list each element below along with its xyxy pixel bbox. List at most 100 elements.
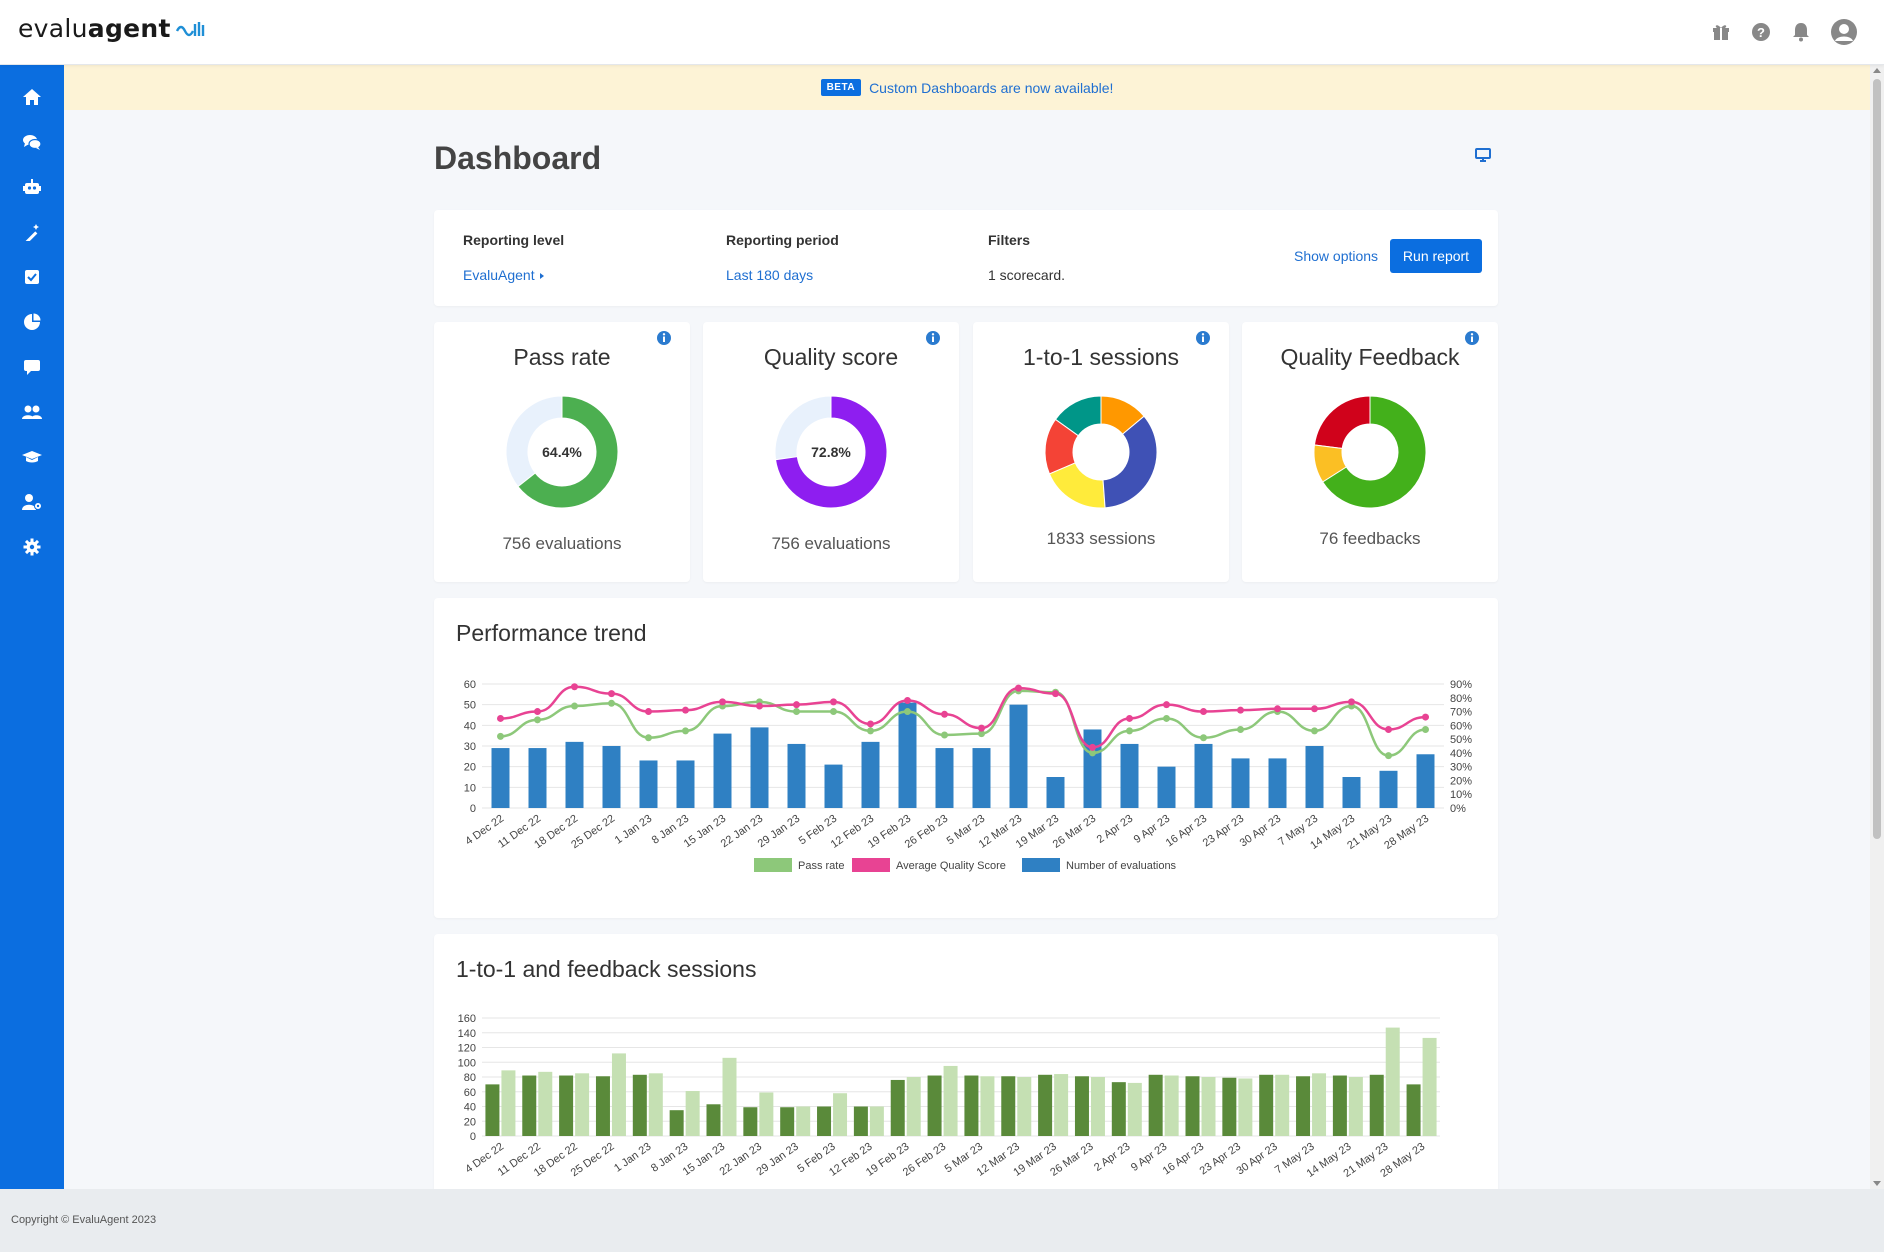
line-point[interactable]	[793, 708, 800, 716]
line-point[interactable]	[1163, 701, 1170, 709]
feedback-bar[interactable]	[1054, 1074, 1069, 1136]
line-point[interactable]	[1163, 714, 1170, 722]
feedback-bar[interactable]	[1348, 1077, 1363, 1136]
sessions-bar[interactable]	[706, 1104, 721, 1136]
sessions-bar[interactable]	[559, 1075, 574, 1136]
evaluations-bar[interactable]	[602, 746, 621, 808]
evaluations-bar[interactable]	[787, 743, 806, 808]
line-point[interactable]	[867, 727, 874, 735]
feedback-bar[interactable]	[906, 1077, 921, 1136]
info-icon[interactable]	[1464, 330, 1480, 346]
logo[interactable]: evalu agent	[18, 14, 205, 43]
donut-segment[interactable]	[1313, 395, 1371, 450]
line-point[interactable]	[830, 708, 837, 716]
feedback-bar[interactable]	[611, 1053, 626, 1136]
feedback-bar[interactable]	[1127, 1082, 1142, 1136]
line-point[interactable]	[682, 727, 689, 735]
evaluations-bar[interactable]	[1379, 770, 1398, 808]
sessions-bar[interactable]	[1001, 1076, 1016, 1136]
evaluations-bar[interactable]	[1305, 746, 1324, 808]
line-point[interactable]	[1348, 698, 1355, 706]
evaluations-bar[interactable]	[676, 760, 695, 808]
evaluations-bar[interactable]	[1416, 754, 1435, 808]
sidebar-item-users[interactable]	[0, 390, 64, 434]
feedback-bar[interactable]	[1312, 1073, 1327, 1136]
sidebar-item-home[interactable]	[0, 75, 64, 119]
sessions-bar[interactable]	[1332, 1075, 1347, 1136]
feedback-bar[interactable]	[1017, 1077, 1032, 1136]
line-point[interactable]	[1015, 684, 1022, 692]
feedback-bar[interactable]	[722, 1057, 737, 1136]
line-point[interactable]	[1422, 713, 1429, 721]
donut-remainder-segment[interactable]	[505, 395, 563, 488]
sessions-bar[interactable]	[485, 1084, 500, 1136]
evaluations-bar[interactable]	[935, 748, 954, 808]
sessions-bar[interactable]	[817, 1106, 832, 1137]
evaluations-bar[interactable]	[750, 727, 769, 808]
evaluations-bar[interactable]	[1231, 758, 1250, 808]
line-point[interactable]	[904, 708, 911, 716]
evaluations-bar[interactable]	[1194, 743, 1213, 808]
evaluations-bar[interactable]	[1157, 766, 1176, 808]
line-point[interactable]	[867, 720, 874, 728]
feedback-bar[interactable]	[501, 1070, 516, 1136]
reporting-period-value[interactable]: Last 180 days	[726, 267, 814, 283]
info-icon[interactable]	[1195, 330, 1211, 346]
custom-dashboards-link[interactable]: Custom Dashboards are now available!	[869, 79, 1114, 96]
sessions-bar[interactable]	[1148, 1074, 1163, 1136]
line-point[interactable]	[682, 706, 689, 714]
sessions-bar[interactable]	[1074, 1076, 1089, 1136]
feedback-bar[interactable]	[1164, 1075, 1179, 1136]
feedback-bar[interactable]	[1090, 1077, 1105, 1136]
evaluations-bar[interactable]	[1268, 758, 1287, 808]
evaluations-bar[interactable]	[713, 733, 732, 808]
sidebar-item-settings[interactable]	[0, 525, 64, 569]
evaluations-bar[interactable]	[824, 764, 843, 808]
feedback-bar[interactable]	[1201, 1077, 1216, 1136]
line-point[interactable]	[1237, 706, 1244, 714]
line-point[interactable]	[1089, 749, 1096, 757]
scrollbar[interactable]	[1870, 65, 1884, 1189]
scroll-up-arrow[interactable]	[1873, 68, 1881, 73]
donut-segment[interactable]	[774, 395, 888, 509]
sidebar-item-user-settings[interactable]	[0, 480, 64, 524]
evaluations-bar[interactable]	[1009, 704, 1028, 808]
info-icon[interactable]	[656, 330, 672, 346]
feedback-bar[interactable]	[685, 1091, 700, 1136]
sessions-bar[interactable]	[1296, 1076, 1311, 1136]
gift-icon[interactable]	[1710, 21, 1732, 43]
sidebar-item-reports[interactable]	[0, 300, 64, 344]
feedback-bar[interactable]	[575, 1073, 590, 1136]
evaluations-bar[interactable]	[528, 748, 547, 808]
line-point[interactable]	[1200, 734, 1207, 742]
line-point[interactable]	[571, 702, 578, 710]
feedback-bar[interactable]	[759, 1092, 774, 1136]
donut-segment[interactable]	[1322, 395, 1427, 509]
user-avatar-icon[interactable]	[1830, 18, 1858, 46]
line-point[interactable]	[534, 708, 541, 716]
scroll-down-arrow[interactable]	[1873, 1181, 1881, 1186]
feedback-bar[interactable]	[648, 1073, 663, 1136]
sessions-bar[interactable]	[595, 1076, 610, 1136]
info-icon[interactable]	[925, 330, 941, 346]
run-report-button[interactable]: Run report	[1390, 239, 1482, 273]
sessions-bar[interactable]	[1111, 1082, 1126, 1136]
donut-segment[interactable]	[1100, 395, 1145, 435]
sessions-bar[interactable]	[964, 1075, 979, 1136]
line-point[interactable]	[645, 734, 652, 742]
sessions-bar[interactable]	[632, 1074, 647, 1136]
line-point[interactable]	[793, 701, 800, 709]
line-point[interactable]	[1126, 714, 1133, 722]
line-point[interactable]	[1237, 725, 1244, 733]
feedback-bar[interactable]	[833, 1093, 848, 1136]
sessions-bar[interactable]	[890, 1079, 905, 1136]
feedback-bar[interactable]	[538, 1071, 553, 1136]
evaluations-bar[interactable]	[639, 760, 658, 808]
reporting-level-dropdown[interactable]: EvaluAgent	[463, 267, 564, 283]
evaluations-bar[interactable]	[491, 748, 510, 808]
feedback-bar[interactable]	[1385, 1027, 1400, 1136]
bell-icon[interactable]	[1790, 21, 1812, 43]
sessions-bar[interactable]	[1185, 1076, 1200, 1136]
line-point[interactable]	[497, 714, 504, 722]
evaluations-bar[interactable]	[861, 741, 880, 808]
